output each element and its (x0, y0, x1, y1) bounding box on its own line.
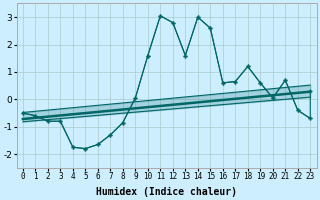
X-axis label: Humidex (Indice chaleur): Humidex (Indice chaleur) (96, 186, 237, 197)
